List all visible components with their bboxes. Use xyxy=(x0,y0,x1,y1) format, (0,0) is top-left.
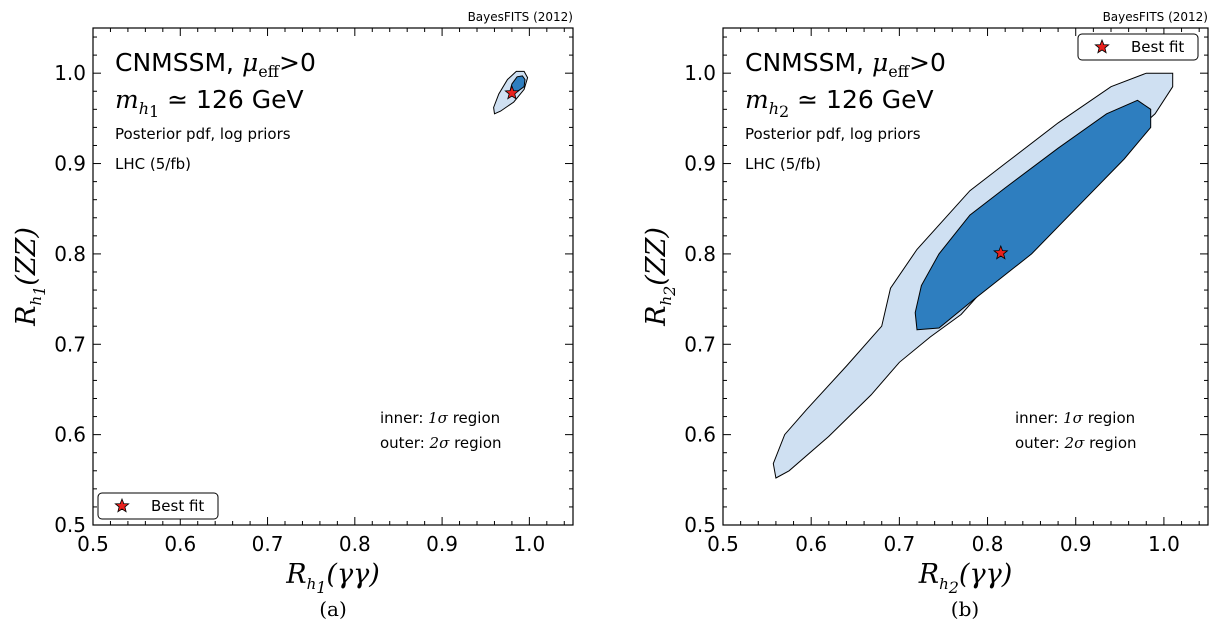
best-fit-marker xyxy=(504,85,520,100)
mass-subsubscript: 2 xyxy=(779,102,789,121)
x-tick-label: 1.0 xyxy=(1148,532,1180,556)
y-tick-label: 0.8 xyxy=(684,242,716,266)
y-axis-label: Rh2(ZZ) xyxy=(641,227,679,327)
y-tick-label: 0.6 xyxy=(54,423,86,447)
model-name: CNMSSM, xyxy=(115,48,242,77)
y-tick-label: 0.9 xyxy=(684,152,716,176)
ticks xyxy=(722,28,1208,526)
x-tick-label: 0.5 xyxy=(77,532,109,556)
y-tick-label: 1.0 xyxy=(54,61,86,85)
mass-subscript: h xyxy=(139,99,149,118)
x-tick-label: 0.9 xyxy=(1060,532,1092,556)
x-tick-label: 0.8 xyxy=(972,532,1004,556)
legend-label: Best fit xyxy=(151,497,204,515)
contour-1sigma xyxy=(914,99,1152,331)
x-tick-label: 0.9 xyxy=(426,532,458,556)
legend: Best fit xyxy=(97,492,219,520)
legend-star-icon xyxy=(1094,38,1110,54)
credit-label: BayesFITS (2012) xyxy=(468,10,573,24)
mu-symbol: μ xyxy=(872,48,888,77)
inner-region-label: inner: 1σ region xyxy=(1015,409,1135,427)
y-tick-label: 0.5 xyxy=(684,513,716,537)
mass-symbol: m xyxy=(115,85,139,114)
best-fit-marker xyxy=(993,244,1009,260)
model-name: CNMSSM, xyxy=(745,48,872,77)
posterior-label: Posterior pdf, log priors xyxy=(745,125,921,143)
mass-line: mh2 ≃ 126 GeV xyxy=(745,85,934,121)
x-tick-label: 1.0 xyxy=(513,532,545,556)
x-axis-label: Rh2(γγ) xyxy=(918,559,1013,597)
panel-caption: (b) xyxy=(951,597,979,621)
model-title: CNMSSM, μeff>0 xyxy=(115,48,316,81)
mu-condition: >0 xyxy=(279,48,316,77)
mass-line: mh1 ≃ 126 GeV xyxy=(115,85,304,121)
mass-value: ≃ 126 GeV xyxy=(159,85,303,114)
mass-value: ≃ 126 GeV xyxy=(789,85,933,114)
posterior-label: Posterior pdf, log priors xyxy=(115,125,291,143)
plot-frame xyxy=(92,27,574,526)
mass-symbol: m xyxy=(745,85,769,114)
y-tick-label: 0.9 xyxy=(54,152,86,176)
x-tick-label: 0.6 xyxy=(795,532,827,556)
contour-group xyxy=(772,72,1174,479)
model-title: CNMSSM, μeff>0 xyxy=(745,48,946,81)
mu-condition: >0 xyxy=(909,48,946,77)
y-tick-label: 0.6 xyxy=(684,423,716,447)
mu-subscript: eff xyxy=(258,62,280,81)
mu-symbol: μ xyxy=(242,48,258,77)
mass-subsubscript: 1 xyxy=(149,102,159,121)
x-tick-label: 0.7 xyxy=(883,532,915,556)
mu-subscript: eff xyxy=(888,62,910,81)
x-tick-label: 0.6 xyxy=(164,532,196,556)
panel-b: 0.5 0.6 0.7 0.8 0.9 1.0 0.5 0.6 0.7 0.8 0.9 1.0 Baye… xyxy=(641,10,1209,621)
y-axis-label: Rh1(ZZ) xyxy=(11,227,49,327)
x-tick-label: 0.8 xyxy=(339,532,371,556)
legend-box xyxy=(1077,33,1199,61)
y-tick-label: 0.7 xyxy=(54,332,86,356)
credit-label: BayesFITS (2012) xyxy=(1103,10,1208,24)
y-tick-label: 1.0 xyxy=(684,61,716,85)
legend: Best fit xyxy=(1077,33,1199,61)
x-tick-label: 0.5 xyxy=(707,532,739,556)
outer-region-label: outer: 2σ region xyxy=(1015,434,1137,452)
y-tick-label: 0.8 xyxy=(54,242,86,266)
panel-caption: (a) xyxy=(319,597,347,621)
inner-region-label: inner: 1σ region xyxy=(380,409,500,427)
dataset-label: LHC (5/fb) xyxy=(745,155,821,173)
y-tick-label: 0.7 xyxy=(684,332,716,356)
x-axis-label: Rh1(γγ) xyxy=(285,559,380,597)
x-tick-label: 0.7 xyxy=(252,532,284,556)
outer-region-label: outer: 2σ region xyxy=(380,434,502,452)
panel-a: 0.5 0.6 0.7 0.8 0.9 1.0 0.5 0.6 0.7 0.8 0.9 1.0 Baye… xyxy=(11,10,574,621)
legend-box xyxy=(97,492,219,520)
y-tick-label: 0.5 xyxy=(54,513,86,537)
ticks xyxy=(92,28,573,526)
dataset-label: LHC (5/fb) xyxy=(115,155,191,173)
plot-frame xyxy=(722,27,1209,526)
mass-subscript: h xyxy=(769,99,779,118)
legend-star-icon xyxy=(114,497,130,513)
legend-label: Best fit xyxy=(1131,38,1184,56)
